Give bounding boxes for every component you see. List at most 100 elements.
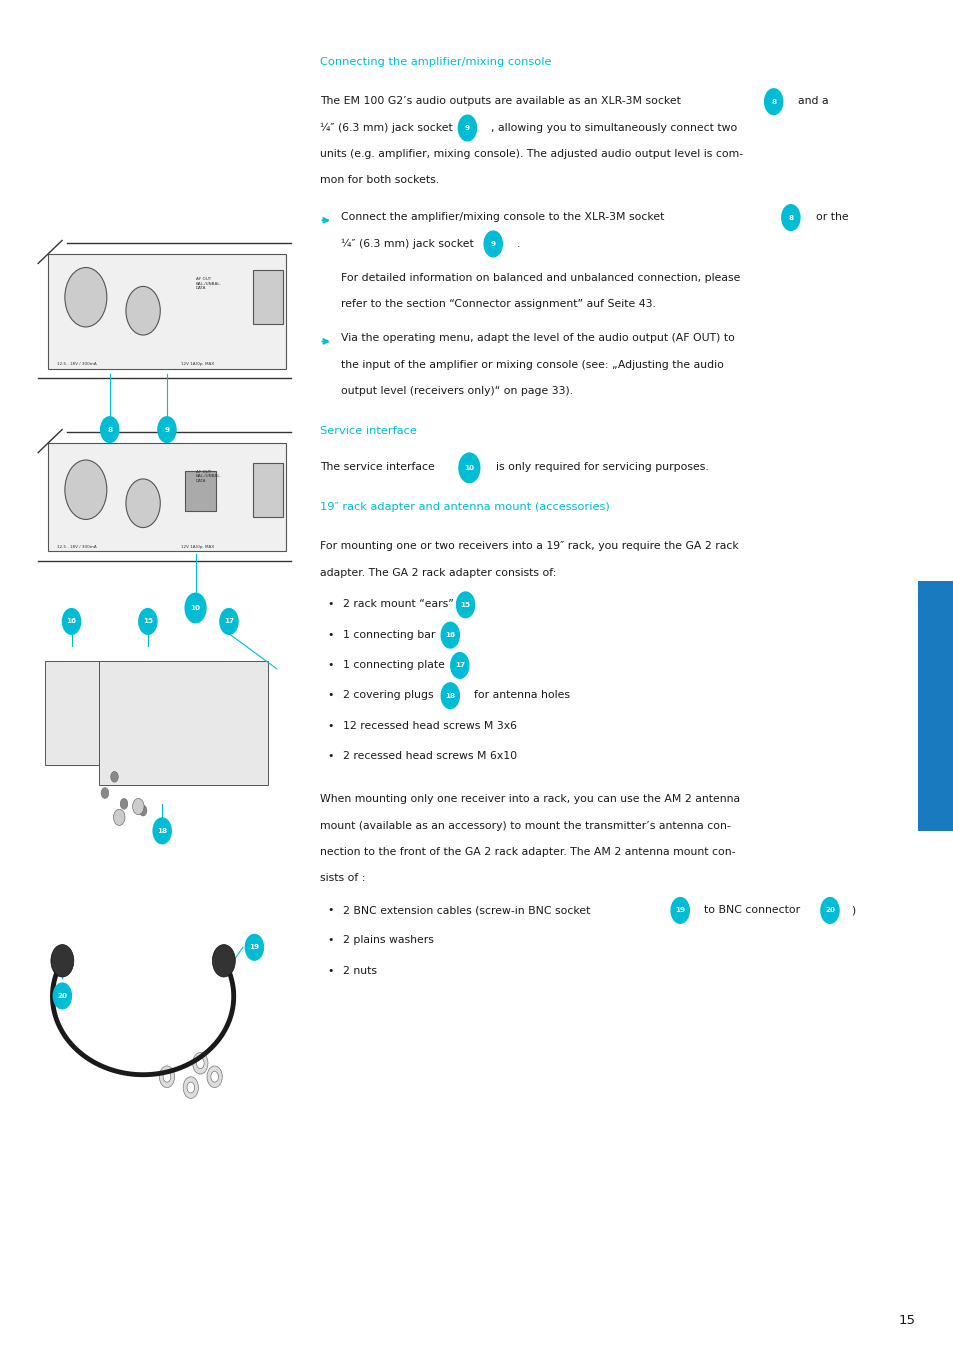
Circle shape <box>671 897 688 923</box>
Circle shape <box>53 984 71 1009</box>
Circle shape <box>132 798 144 815</box>
Text: ¼″ (6.3 mm) jack socket: ¼″ (6.3 mm) jack socket <box>340 239 473 249</box>
FancyBboxPatch shape <box>48 443 286 551</box>
Circle shape <box>126 286 160 335</box>
Text: •: • <box>327 905 334 915</box>
Text: AF OUT
BAL./UNBAL.
DATA: AF OUT BAL./UNBAL. DATA <box>195 277 221 290</box>
Circle shape <box>126 480 160 527</box>
Text: 2 rack mount “ears”: 2 rack mount “ears” <box>343 600 454 609</box>
Text: 2 BNC extension cables (screw-in BNC socket: 2 BNC extension cables (screw-in BNC soc… <box>343 905 590 915</box>
Text: the input of the amplifier or mixing console (see: „Adjusting the audio: the input of the amplifier or mixing con… <box>340 359 722 370</box>
Text: ¼″ (6.3 mm) jack socket: ¼″ (6.3 mm) jack socket <box>319 123 452 132</box>
Text: to BNC connector: to BNC connector <box>703 905 800 915</box>
Circle shape <box>100 416 118 443</box>
Text: Connecting the amplifier/mixing console: Connecting the amplifier/mixing console <box>319 57 551 66</box>
Circle shape <box>101 788 109 798</box>
Circle shape <box>211 1071 218 1082</box>
Text: Connect the amplifier/mixing console to the XLR-3M socket: Connect the amplifier/mixing console to … <box>340 212 663 222</box>
Circle shape <box>187 1082 194 1093</box>
Text: for antenna holes: for antenna holes <box>474 690 570 700</box>
Text: 10: 10 <box>191 605 200 611</box>
Text: 10: 10 <box>464 465 474 471</box>
Circle shape <box>196 1058 204 1069</box>
Text: •: • <box>327 935 334 946</box>
FancyBboxPatch shape <box>185 470 215 511</box>
Circle shape <box>111 771 118 782</box>
Text: 19: 19 <box>249 944 259 950</box>
Circle shape <box>781 205 799 231</box>
Circle shape <box>183 1077 198 1098</box>
Text: 17: 17 <box>224 619 233 624</box>
Circle shape <box>440 623 459 648</box>
Circle shape <box>65 267 107 327</box>
Text: or the: or the <box>815 212 847 222</box>
Text: ): ) <box>850 905 854 915</box>
Text: For mounting one or two receivers into a 19″ rack, you require the GA 2 rack: For mounting one or two receivers into a… <box>319 542 738 551</box>
Text: 2 recessed head screws M 6x10: 2 recessed head screws M 6x10 <box>343 751 517 761</box>
Text: units (e.g. amplifier, mixing console). The adjusted audio output level is com-: units (e.g. amplifier, mixing console). … <box>319 149 742 159</box>
Text: 12 recessed head screws M 3x6: 12 recessed head screws M 3x6 <box>343 720 517 731</box>
FancyBboxPatch shape <box>48 254 286 369</box>
Text: When mounting only one receiver into a rack, you can use the AM 2 antenna: When mounting only one receiver into a r… <box>319 794 739 804</box>
Text: 12.5 - 18V / 300mA: 12.5 - 18V / 300mA <box>57 544 97 549</box>
Circle shape <box>120 798 128 809</box>
Circle shape <box>158 416 175 443</box>
Text: adapter. The GA 2 rack adapter consists of:: adapter. The GA 2 rack adapter consists … <box>319 567 556 578</box>
Circle shape <box>159 1066 174 1088</box>
FancyBboxPatch shape <box>99 661 268 785</box>
Text: 18: 18 <box>445 693 455 698</box>
Text: 20: 20 <box>824 908 834 913</box>
Text: , allowing you to simultaneously connect two: , allowing you to simultaneously connect… <box>491 123 737 132</box>
Circle shape <box>139 805 147 816</box>
Text: 20: 20 <box>57 993 68 998</box>
Text: 8: 8 <box>107 427 112 432</box>
Circle shape <box>51 944 73 977</box>
Text: 16: 16 <box>67 619 76 624</box>
Text: 16: 16 <box>445 632 455 638</box>
Text: 9: 9 <box>164 427 170 432</box>
Text: 2 covering plugs: 2 covering plugs <box>343 690 434 700</box>
Text: •: • <box>327 690 334 700</box>
Text: 9: 9 <box>490 240 496 247</box>
Circle shape <box>450 653 469 678</box>
Text: sists of :: sists of : <box>319 873 365 884</box>
Circle shape <box>163 1071 171 1082</box>
Text: •: • <box>327 751 334 761</box>
Circle shape <box>483 231 501 257</box>
FancyBboxPatch shape <box>253 462 283 516</box>
Text: 9: 9 <box>464 126 470 131</box>
Text: •: • <box>327 966 334 975</box>
Text: 12.5 - 18V / 300mA: 12.5 - 18V / 300mA <box>57 362 97 366</box>
Text: 15: 15 <box>898 1313 915 1327</box>
Text: 15: 15 <box>460 601 470 608</box>
Circle shape <box>185 593 206 623</box>
Text: •: • <box>327 600 334 609</box>
Text: AF OUT
BAL./UNBAL.
DATA: AF OUT BAL./UNBAL. DATA <box>195 470 221 482</box>
Text: 12V 1A(0p. MAX: 12V 1A(0p. MAX <box>181 544 214 549</box>
Circle shape <box>457 115 476 141</box>
Text: mon for both sockets.: mon for both sockets. <box>319 176 438 185</box>
Text: is only required for servicing purposes.: is only required for servicing purposes. <box>496 462 708 473</box>
Circle shape <box>63 608 80 635</box>
Circle shape <box>458 453 479 482</box>
Circle shape <box>207 1066 222 1088</box>
Text: 2 nuts: 2 nuts <box>343 966 377 975</box>
FancyBboxPatch shape <box>45 661 99 765</box>
Text: 18: 18 <box>157 828 167 834</box>
Circle shape <box>245 935 263 961</box>
Text: •: • <box>327 630 334 640</box>
Text: 19: 19 <box>675 908 684 913</box>
Text: 12V 1A(0p. MAX: 12V 1A(0p. MAX <box>181 362 214 366</box>
Circle shape <box>113 809 125 825</box>
Text: For detailed information on balanced and unbalanced connection, please: For detailed information on balanced and… <box>340 273 740 282</box>
Text: 8: 8 <box>770 99 776 104</box>
FancyBboxPatch shape <box>253 270 283 324</box>
Circle shape <box>65 459 107 519</box>
Circle shape <box>440 682 459 708</box>
Circle shape <box>152 817 171 843</box>
Text: output level (receivers only)“ on page 33).: output level (receivers only)“ on page 3… <box>340 386 572 396</box>
Text: refer to the section “Connector assignment” auf Seite 43.: refer to the section “Connector assignme… <box>340 299 655 309</box>
Text: Service interface: Service interface <box>319 426 416 435</box>
Text: .: . <box>517 239 520 249</box>
Circle shape <box>139 608 156 635</box>
